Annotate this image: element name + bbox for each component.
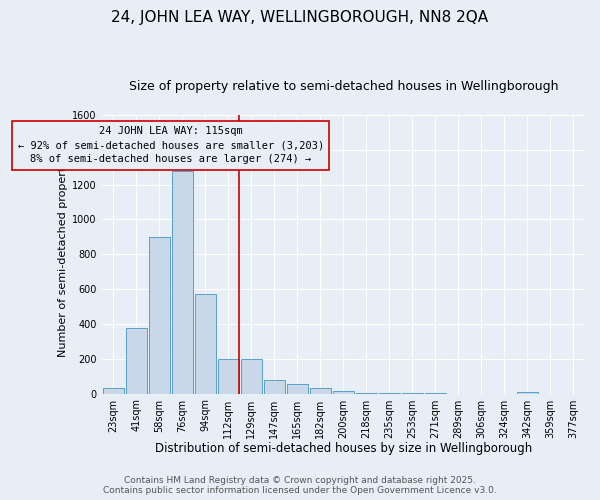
Bar (287, 384, 308, 394)
Y-axis label: Number of semi-detached properties: Number of semi-detached properties (58, 152, 68, 358)
Text: Contains HM Land Registry data © Crown copyright and database right 2025.
Contai: Contains HM Land Registry data © Crown c… (103, 476, 497, 495)
Bar (310, 388, 331, 394)
Bar (218, 359, 239, 394)
Bar (333, 391, 354, 394)
Bar (125, 328, 147, 394)
Bar (149, 237, 170, 394)
Text: 24 JOHN LEA WAY: 115sqm
← 92% of semi-detached houses are smaller (3,203)
8% of : 24 JOHN LEA WAY: 115sqm ← 92% of semi-de… (17, 126, 324, 164)
Bar (356, 392, 377, 394)
X-axis label: Distribution of semi-detached houses by size in Wellingborough: Distribution of semi-detached houses by … (155, 442, 532, 455)
Bar (194, 294, 216, 394)
Bar (172, 170, 193, 394)
Bar (103, 388, 124, 394)
Title: Size of property relative to semi-detached houses in Wellingborough: Size of property relative to semi-detach… (128, 80, 558, 93)
Bar (241, 359, 262, 394)
Bar (517, 392, 538, 394)
Text: 24, JOHN LEA WAY, WELLINGBOROUGH, NN8 2QA: 24, JOHN LEA WAY, WELLINGBOROUGH, NN8 2Q… (112, 10, 488, 25)
Bar (264, 380, 285, 394)
